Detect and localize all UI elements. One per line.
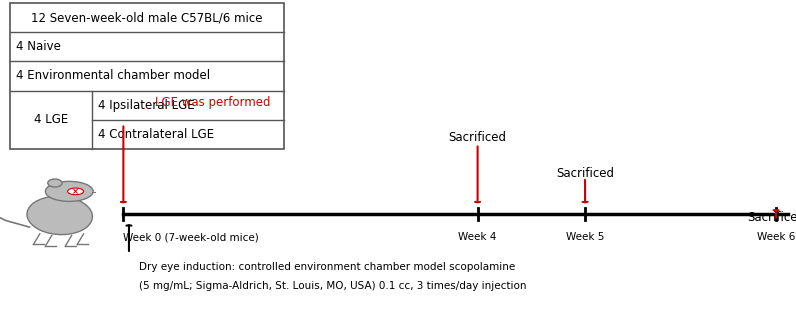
Ellipse shape xyxy=(27,196,92,234)
Text: Sacrificed: Sacrificed xyxy=(449,131,506,144)
Text: Week 0 (7-week-old mice): Week 0 (7-week-old mice) xyxy=(123,232,259,242)
Text: ×: × xyxy=(72,187,79,196)
Text: 4 Environmental chamber model: 4 Environmental chamber model xyxy=(16,69,210,82)
Text: Week 6: Week 6 xyxy=(757,232,795,242)
Text: Week 5: Week 5 xyxy=(566,232,604,242)
Text: 4 LGE: 4 LGE xyxy=(33,113,68,126)
Circle shape xyxy=(68,188,84,195)
Circle shape xyxy=(45,181,93,201)
Text: 4 Ipsilateral LGE: 4 Ipsilateral LGE xyxy=(99,99,195,112)
Text: 4 Naive: 4 Naive xyxy=(16,40,60,53)
Text: Sacrificed: Sacrificed xyxy=(556,167,614,180)
Text: Sacrificed: Sacrificed xyxy=(747,211,796,224)
Text: 4 Contralateral LGE: 4 Contralateral LGE xyxy=(99,128,214,141)
Ellipse shape xyxy=(48,179,62,187)
Text: 12 Seven-week-old male C57BL/6 mice: 12 Seven-week-old male C57BL/6 mice xyxy=(31,11,263,24)
Text: (5 mg/mL; Sigma-Aldrich, St. Louis, MO, USA) 0.1 cc, 3 times/day injection: (5 mg/mL; Sigma-Aldrich, St. Louis, MO, … xyxy=(139,281,527,291)
Text: LGE was performed: LGE was performed xyxy=(155,96,271,109)
Text: Dry eye induction: controlled environment chamber model scopolamine: Dry eye induction: controlled environmen… xyxy=(139,262,516,272)
Bar xyxy=(10,3,284,149)
Text: Week 4: Week 4 xyxy=(458,232,497,242)
